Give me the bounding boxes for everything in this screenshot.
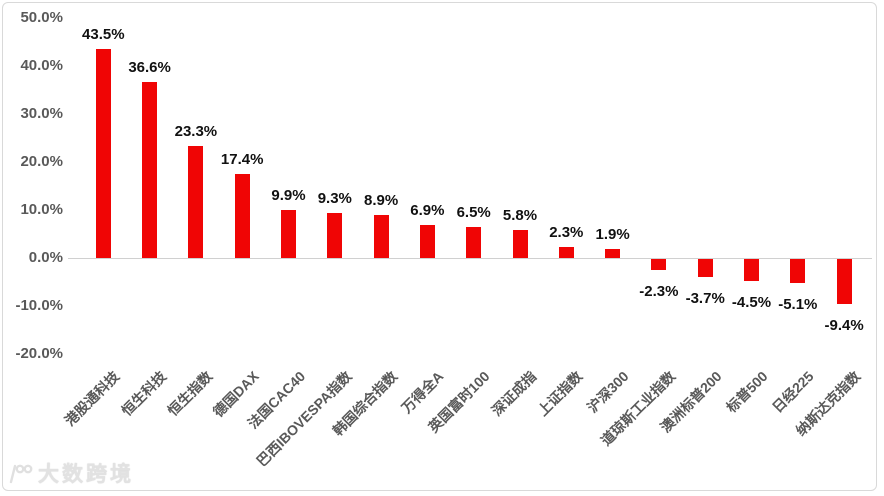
watermark-text: 大数跨境 (38, 463, 134, 486)
bar (142, 82, 158, 258)
y-axis-tick-label: 10.0% (20, 201, 63, 218)
data-label: 9.9% (271, 187, 306, 205)
y-axis-tick-label: 50.0% (20, 9, 63, 26)
data-label: 6.9% (410, 201, 445, 219)
category-label: 深证成指 (488, 368, 540, 419)
data-label: -4.5% (731, 293, 772, 311)
data-label: -3.7% (685, 289, 725, 307)
category-label: 标普500 (723, 368, 771, 416)
bar (373, 215, 389, 258)
data-label: -5.1% (778, 296, 818, 314)
bar (605, 248, 621, 258)
data-label: -2.3% (639, 283, 679, 301)
category-label: 上证指数 (534, 368, 586, 419)
bar (188, 146, 204, 258)
watermark: 大数跨境 (6, 458, 134, 488)
bar (558, 246, 574, 258)
dashu-kuajing-logo-icon (9, 464, 33, 484)
category-label: 恒生指数 (164, 368, 216, 419)
y-axis-tick-label: 40.0% (20, 57, 63, 74)
data-label: 9.3% (317, 190, 352, 208)
bar (512, 230, 528, 258)
category-label: 港股通科技 (61, 368, 123, 429)
data-label: 2.3% (549, 223, 584, 241)
bar (836, 259, 852, 305)
bar (697, 259, 713, 277)
data-label: 17.4% (220, 151, 264, 169)
data-label: 8.9% (363, 192, 399, 210)
zero-axis-line (68, 258, 872, 259)
bar (234, 174, 250, 258)
bar (651, 259, 667, 271)
bar (744, 259, 759, 281)
bar (95, 49, 111, 258)
bar (790, 259, 806, 284)
y-axis-tick-label: 0.0% (28, 249, 63, 266)
data-label: 23.3% (174, 123, 218, 141)
y-axis-tick-label: -20.0% (15, 345, 63, 362)
data-label: 1.9% (595, 225, 630, 243)
y-axis-tick-label: 20.0% (20, 153, 63, 170)
data-label: 43.5% (82, 26, 125, 44)
bar (281, 210, 296, 258)
y-axis-tick-label: 30.0% (20, 105, 63, 122)
data-label: 36.6% (128, 59, 171, 77)
y-axis-tick-label: -10.0% (15, 297, 63, 314)
bar (466, 226, 482, 258)
data-label: 6.5% (456, 203, 491, 221)
bar (419, 224, 435, 258)
bar (327, 213, 343, 258)
data-label: 5.8% (502, 207, 538, 225)
data-label: -9.4% (824, 317, 864, 335)
category-label: 恒生科技 (118, 368, 169, 419)
